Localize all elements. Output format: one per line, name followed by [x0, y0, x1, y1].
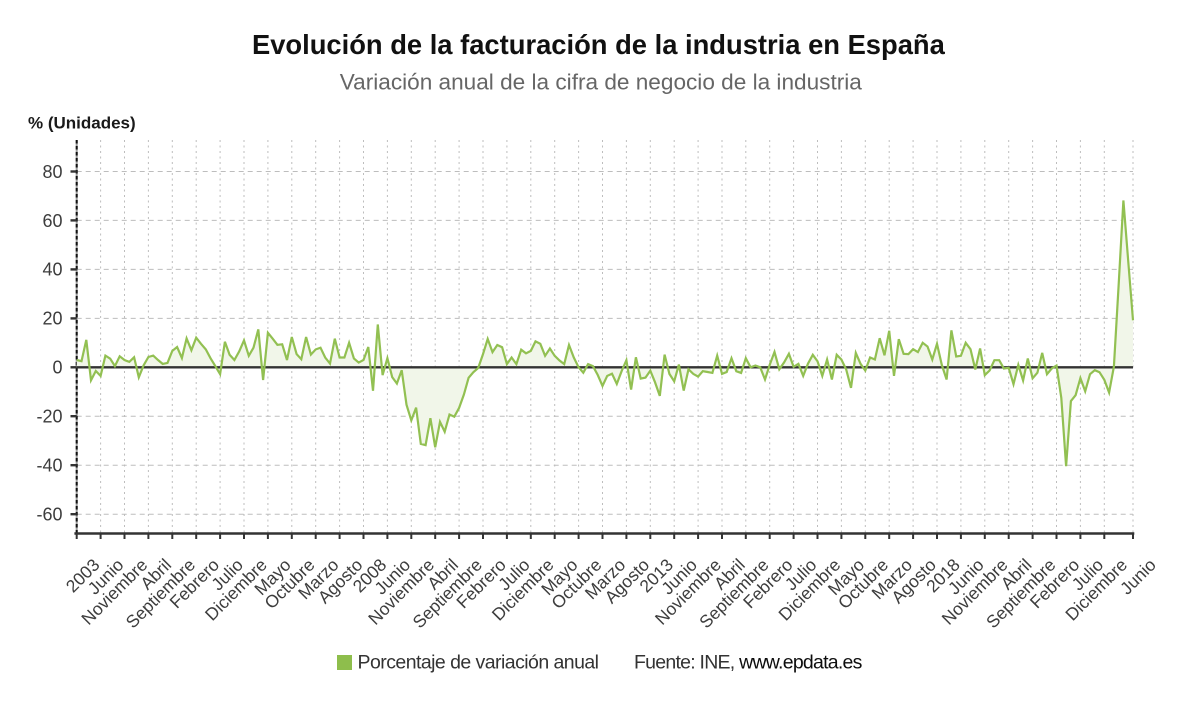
svg-text:0: 0	[52, 358, 62, 378]
svg-text:-60: -60	[36, 505, 62, 525]
svg-text:Evolución de la facturación de: Evolución de la facturación de la indust…	[252, 29, 946, 60]
svg-text:80: 80	[42, 162, 62, 182]
svg-text:40: 40	[42, 260, 62, 280]
svg-text:-20: -20	[36, 407, 62, 427]
svg-text:Porcentaje de variación anual: Porcentaje de variación anual	[358, 652, 599, 674]
svg-text:20: 20	[42, 309, 62, 329]
svg-text:% (Unidades): % (Unidades)	[28, 114, 136, 133]
svg-text:Variación anual de la cifra de: Variación anual de la cifra de negocio d…	[340, 70, 863, 95]
svg-text:-40: -40	[36, 456, 62, 476]
svg-text:Fuente: INE, www.epdata.es: Fuente: INE, www.epdata.es	[634, 652, 863, 674]
svg-text:60: 60	[42, 211, 62, 231]
